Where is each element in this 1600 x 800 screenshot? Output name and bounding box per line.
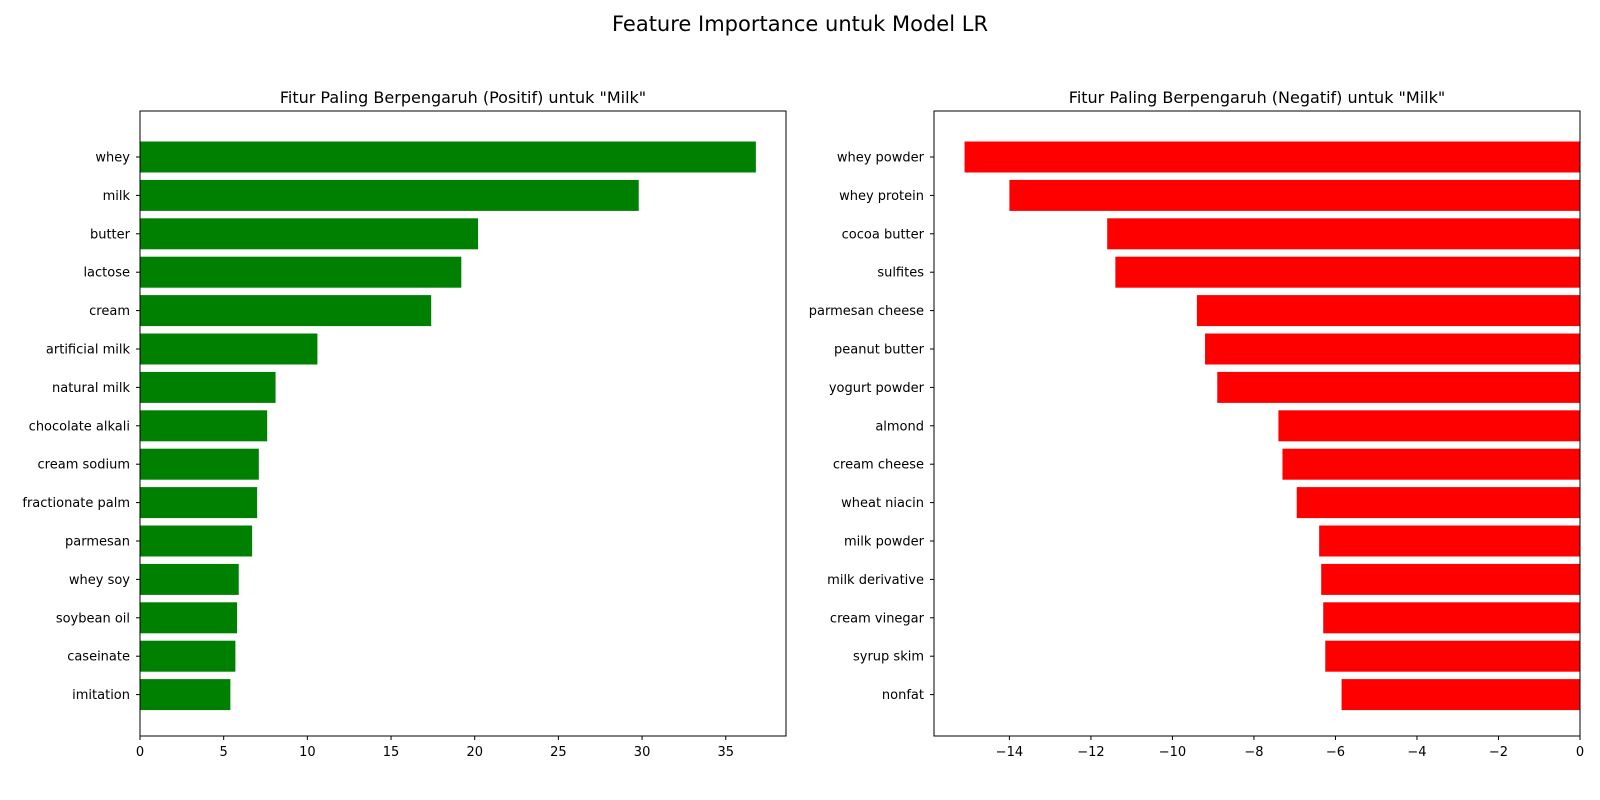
negative-bar [1217,371,1580,403]
positive-bar [140,640,236,672]
positive-y-tick-label: butter [90,227,131,242]
negative-features-chart: Fitur Paling Berpengaruh (Negatif) untuk… [809,88,1584,760]
negative-bars [964,141,1580,711]
negative-bar [1282,448,1580,480]
negative-bar [1278,410,1580,442]
negative-x-tick-label: −6 [1326,745,1345,760]
positive-bar [140,525,253,557]
positive-bar [140,487,258,519]
negative-y-tick-label: whey powder [837,151,925,166]
positive-y-tick-label: fractionate palm [22,496,130,511]
positive-y-tick-label: parmesan [65,535,130,550]
positive-y-tick-label: lactose [83,266,130,281]
negative-bar [1107,218,1580,250]
negative-y-ticks: whey powder whey protein cocoa butter sulfi… [809,151,934,703]
negative-bar [1009,179,1580,211]
positive-x-tick-label: 35 [717,745,734,760]
positive-x-tick-label: 15 [383,745,400,760]
negative-y-tick-label: cream cheese [833,458,924,473]
negative-y-tick-label: syrup skim [853,650,924,665]
positive-y-ticks: whey milk butter lactose cream artificial mil… [22,151,140,703]
positive-x-tick-label: 10 [299,745,316,760]
positive-features-chart: Fitur Paling Berpengaruh (Positif) untuk… [22,88,787,760]
positive-chart-title: Fitur Paling Berpengaruh (Positif) untuk… [280,88,646,107]
negative-x-tick-label: −2 [1489,745,1508,760]
positive-y-tick-label: natural milk [52,381,130,396]
negative-y-tick-label: cream vinegar [830,611,925,626]
negative-bar [1325,640,1580,672]
negative-bar [1296,487,1580,519]
positive-x-tick-label: 30 [634,745,651,760]
positive-y-tick-label: whey soy [69,573,130,588]
positive-x-ticks: 0 5 10 15 20 25 30 35 [136,736,734,760]
negative-x-tick-label: −12 [1077,745,1104,760]
negative-x-ticks: −14 −12 −10 −8 −6 −4 −2 0 [996,736,1584,760]
negative-y-tick-label: milk derivative [827,573,924,588]
positive-y-tick-label: whey [95,151,130,166]
negative-y-tick-label: almond [875,419,924,434]
negative-bar [1323,602,1580,634]
negative-bar [1319,525,1580,557]
positive-x-tick-label: 25 [550,745,567,760]
positive-y-tick-label: imitation [72,688,130,703]
negative-bar [1341,679,1580,711]
positive-bar [140,448,259,480]
negative-bar [1321,563,1580,595]
negative-bar [964,141,1580,173]
positive-bar [140,563,239,595]
positive-y-tick-label: cream sodium [38,458,130,473]
positive-y-tick-label: milk [103,189,131,204]
negative-chart-title: Fitur Paling Berpengaruh (Negatif) untuk… [1069,88,1445,107]
figure-title: Feature Importance untuk Model LR [612,12,988,36]
positive-y-tick-label: artificial milk [46,343,131,358]
positive-x-tick-label: 0 [136,745,144,760]
positive-y-tick-label: chocolate alkali [29,419,130,434]
negative-axes-frame [933,110,1581,737]
negative-y-tick-label: wheat niacin [841,496,924,511]
negative-y-tick-label: milk powder [844,535,925,550]
negative-y-tick-label: cocoa butter [842,227,925,242]
negative-x-tick-label: −8 [1244,745,1263,760]
negative-y-tick-label: peanut butter [834,343,925,358]
negative-y-tick-label: yogurt powder [829,381,925,396]
negative-bar [1205,333,1580,365]
positive-bar [140,218,479,250]
positive-x-tick-label: 5 [220,745,228,760]
negative-x-tick-label: −10 [1159,745,1186,760]
positive-x-tick-label: 20 [466,745,483,760]
negative-x-tick-label: 0 [1576,745,1584,760]
positive-bar [140,179,639,211]
negative-x-tick-label: −4 [1407,745,1426,760]
positive-y-tick-label: cream [89,304,130,319]
positive-bar [140,256,462,288]
positive-bars [140,141,756,711]
negative-y-tick-label: parmesan cheese [809,304,924,319]
positive-y-tick-label: caseinate [67,650,130,665]
positive-bar [140,410,268,442]
positive-bar [140,333,318,365]
positive-bar [140,295,432,327]
positive-bar [140,602,238,634]
negative-y-tick-label: nonfat [882,688,924,703]
negative-y-tick-label: sulfites [877,266,924,281]
negative-bar [1196,295,1580,327]
positive-bar [140,679,231,711]
positive-axes-frame [139,110,787,737]
negative-y-tick-label: whey protein [839,189,924,204]
negative-bar [1115,256,1580,288]
positive-y-tick-label: soybean oil [56,611,130,626]
positive-bar [140,371,276,403]
negative-x-tick-label: −14 [996,745,1023,760]
positive-bar [140,141,756,173]
